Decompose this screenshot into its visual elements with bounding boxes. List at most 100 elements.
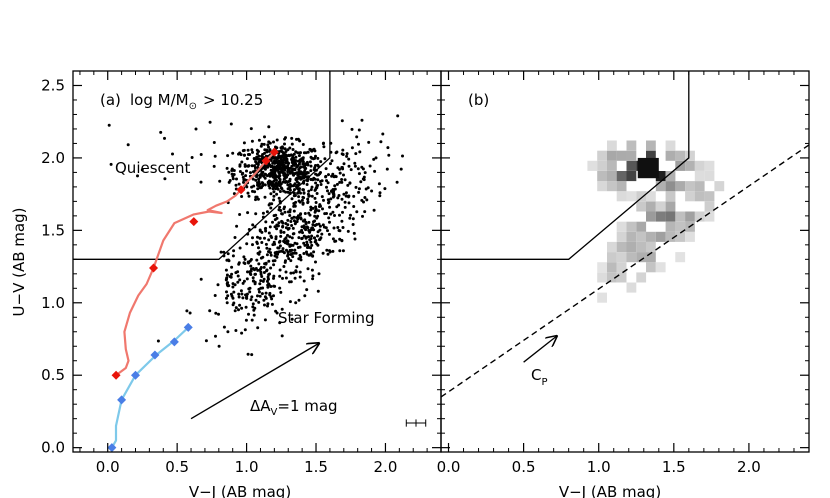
panel-a: 0.0 0.5 1.0 1.5 2.0 0.0 0.5 1.0 1.5 2.0 2.5 (a) lo… <box>10 70 442 498</box>
heatmap-cell <box>626 221 637 232</box>
scatter-point <box>253 268 256 272</box>
scatter-point <box>263 195 267 199</box>
scatter-point <box>298 139 302 143</box>
scatter-point <box>315 192 319 195</box>
y-tick-label: 0.5 <box>41 366 65 384</box>
scatter-point <box>312 147 316 151</box>
heatmap-cell <box>665 181 676 192</box>
cp-label: CP <box>531 366 548 388</box>
heatmap-peak <box>637 157 659 179</box>
scatter-point <box>297 195 301 199</box>
scatter-point <box>250 295 254 299</box>
scatter-point <box>293 241 297 245</box>
scatter-point <box>278 268 282 272</box>
scatter-point <box>277 240 281 244</box>
scatter-point <box>301 219 305 223</box>
scatter-point <box>273 284 277 288</box>
heatmap-cell <box>597 171 607 182</box>
scatter-point <box>245 169 248 173</box>
heatmap-cell <box>646 241 656 252</box>
scatter-point <box>225 301 229 305</box>
scatter-point <box>282 239 286 243</box>
scatter-point <box>230 167 234 171</box>
scatter-point <box>226 283 229 287</box>
scatter-point <box>267 182 271 186</box>
scatter-point <box>243 153 246 157</box>
scatter-point <box>280 150 284 154</box>
scatter-point <box>363 210 367 214</box>
scatter-point <box>327 192 331 196</box>
scatter-point <box>306 163 310 167</box>
scatter-point <box>340 238 344 242</box>
scatter-point <box>352 194 356 198</box>
scatter-point <box>357 142 360 146</box>
scatter-point <box>292 160 296 164</box>
scatter-point <box>163 177 167 181</box>
heatmap-cell <box>626 160 637 171</box>
scatter-point <box>343 178 347 182</box>
scatter-point <box>299 258 303 262</box>
scatter-point <box>353 237 357 241</box>
scatter-point <box>294 301 298 305</box>
scatter-point <box>227 180 231 184</box>
scatter-point <box>237 261 241 265</box>
blue-track-marker <box>183 322 193 332</box>
scatter-point <box>226 154 230 158</box>
scatter-point <box>326 198 330 202</box>
scatter-point <box>279 234 283 238</box>
scatter-point <box>347 164 351 168</box>
scatter-point <box>297 182 301 185</box>
scatter-point <box>342 173 345 177</box>
scatter-point <box>309 155 313 159</box>
heatmap-cell <box>655 262 666 273</box>
scatter-point <box>297 154 301 158</box>
scatter-point <box>368 164 372 168</box>
scatter-point <box>336 226 340 229</box>
scatter-point <box>233 309 237 313</box>
scatter-point <box>270 302 274 306</box>
scatter-point <box>343 205 347 209</box>
scatter-point <box>225 290 228 294</box>
heatmap-cell <box>685 231 695 242</box>
scatter-point <box>258 228 262 232</box>
scatter-point <box>263 167 267 171</box>
scatter-point <box>268 225 272 229</box>
scatter-point <box>313 240 317 244</box>
scatter-point <box>248 270 252 274</box>
scatter-point <box>350 146 354 150</box>
scatter-point <box>289 220 293 223</box>
scatter-point <box>280 307 284 311</box>
scatter-point <box>274 181 278 185</box>
scatter-point <box>321 207 324 211</box>
scatter-point <box>311 223 315 227</box>
scatter-point <box>281 247 285 251</box>
red-track-marker <box>261 156 271 166</box>
scatter-point <box>286 210 290 214</box>
scatter-point <box>263 135 266 139</box>
scatter-point <box>286 223 290 227</box>
heatmap-cell <box>616 171 627 182</box>
scatter-point <box>277 221 281 225</box>
scatter-point <box>320 195 324 199</box>
scatter-point <box>253 166 257 170</box>
scatter-point <box>337 194 341 197</box>
scatter-point <box>276 246 280 250</box>
scatter-point <box>262 298 266 302</box>
scatter-point <box>276 250 280 254</box>
scatter-point <box>297 298 301 302</box>
scatter-point <box>271 156 274 160</box>
blue-track-marker <box>117 395 127 405</box>
scatter-point <box>313 196 317 200</box>
scatter-point <box>107 123 111 127</box>
scatter-point <box>256 235 259 239</box>
scatter-point <box>279 161 283 165</box>
scatter-point <box>269 192 273 196</box>
heatmap-cell <box>607 252 617 263</box>
scatter-point <box>251 236 254 240</box>
y-tick-label: 0.0 <box>41 439 65 457</box>
scatter-point <box>303 294 307 298</box>
scatter-point <box>246 153 250 156</box>
scatter-point <box>356 167 360 171</box>
scatter-point <box>331 237 335 241</box>
scatter-point <box>236 274 240 278</box>
